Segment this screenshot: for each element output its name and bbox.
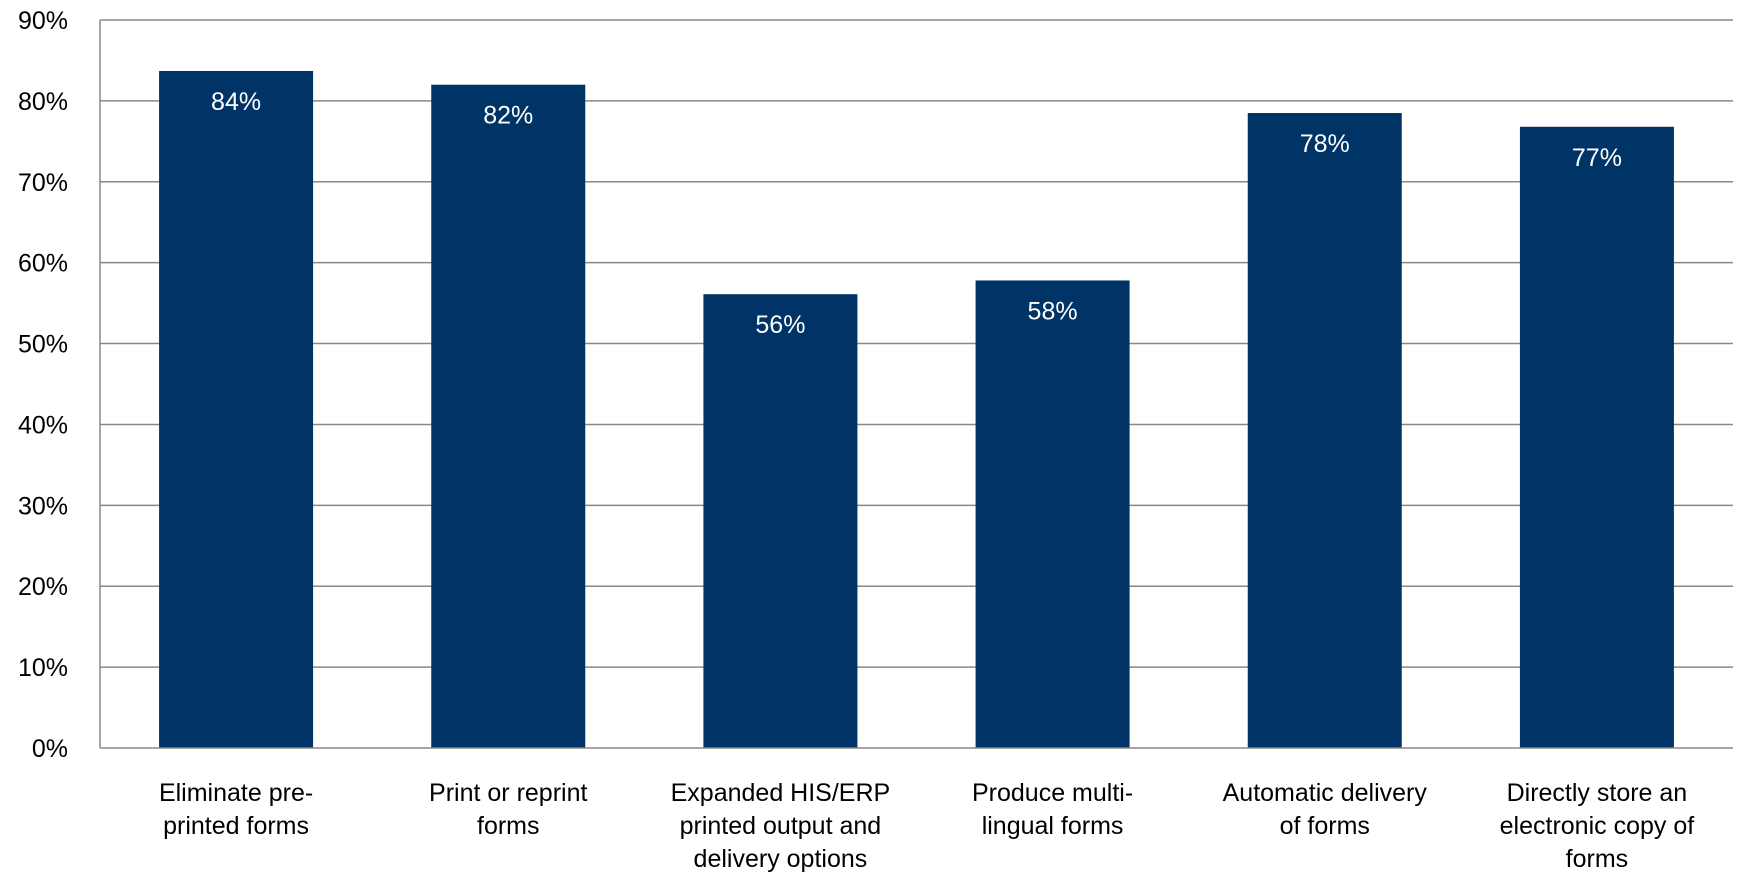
y-tick-label: 90%: [18, 7, 68, 35]
x-category-label: Print or reprint forms: [429, 779, 587, 840]
x-axis-category-labels: Eliminate pre-printed forms Print or repr…: [159, 779, 1694, 873]
bar-data-label: 82%: [483, 102, 533, 130]
bar-data-label: 56%: [755, 311, 805, 339]
bar: [431, 84, 586, 748]
y-tick-label: 20%: [18, 573, 68, 601]
bar: [975, 280, 1130, 748]
bar-data-label: 77%: [1572, 144, 1622, 172]
y-tick-label: 70%: [18, 169, 68, 197]
bar: [703, 294, 858, 748]
bar: [1519, 126, 1674, 749]
gridlines: [100, 19, 1733, 668]
y-axis-tick-labels: 0% 10% 20% 30% 40% 50% 60% 70% 80% 90%: [18, 7, 68, 763]
bars: [159, 70, 1674, 749]
bar: [1247, 113, 1402, 749]
x-category-label: Eliminate pre-printed forms: [159, 779, 313, 840]
bar-data-label: 78%: [1300, 130, 1350, 158]
bar-data-label: 84%: [211, 88, 261, 116]
x-category-label: Expanded HIS/ERP printed output and delive…: [671, 779, 891, 873]
y-tick-label: 0%: [32, 735, 68, 763]
x-category-label: Directly store an electronic copy of forms: [1500, 779, 1695, 873]
y-tick-label: 10%: [18, 654, 68, 682]
y-tick-label: 80%: [18, 88, 68, 116]
y-tick-label: 40%: [18, 411, 68, 439]
x-category-label: Automatic delivery of forms: [1223, 779, 1428, 840]
axes: [99, 20, 1733, 749]
y-tick-label: 60%: [18, 250, 68, 278]
bar-data-label: 58%: [1028, 297, 1078, 325]
y-tick-label: 30%: [18, 492, 68, 520]
x-category-label: Produce multi-lingual forms: [972, 779, 1133, 840]
y-tick-label: 50%: [18, 331, 68, 359]
data-labels: 84% 82% 56% 58% 78% 77%: [211, 88, 1622, 339]
bar: [159, 70, 314, 748]
